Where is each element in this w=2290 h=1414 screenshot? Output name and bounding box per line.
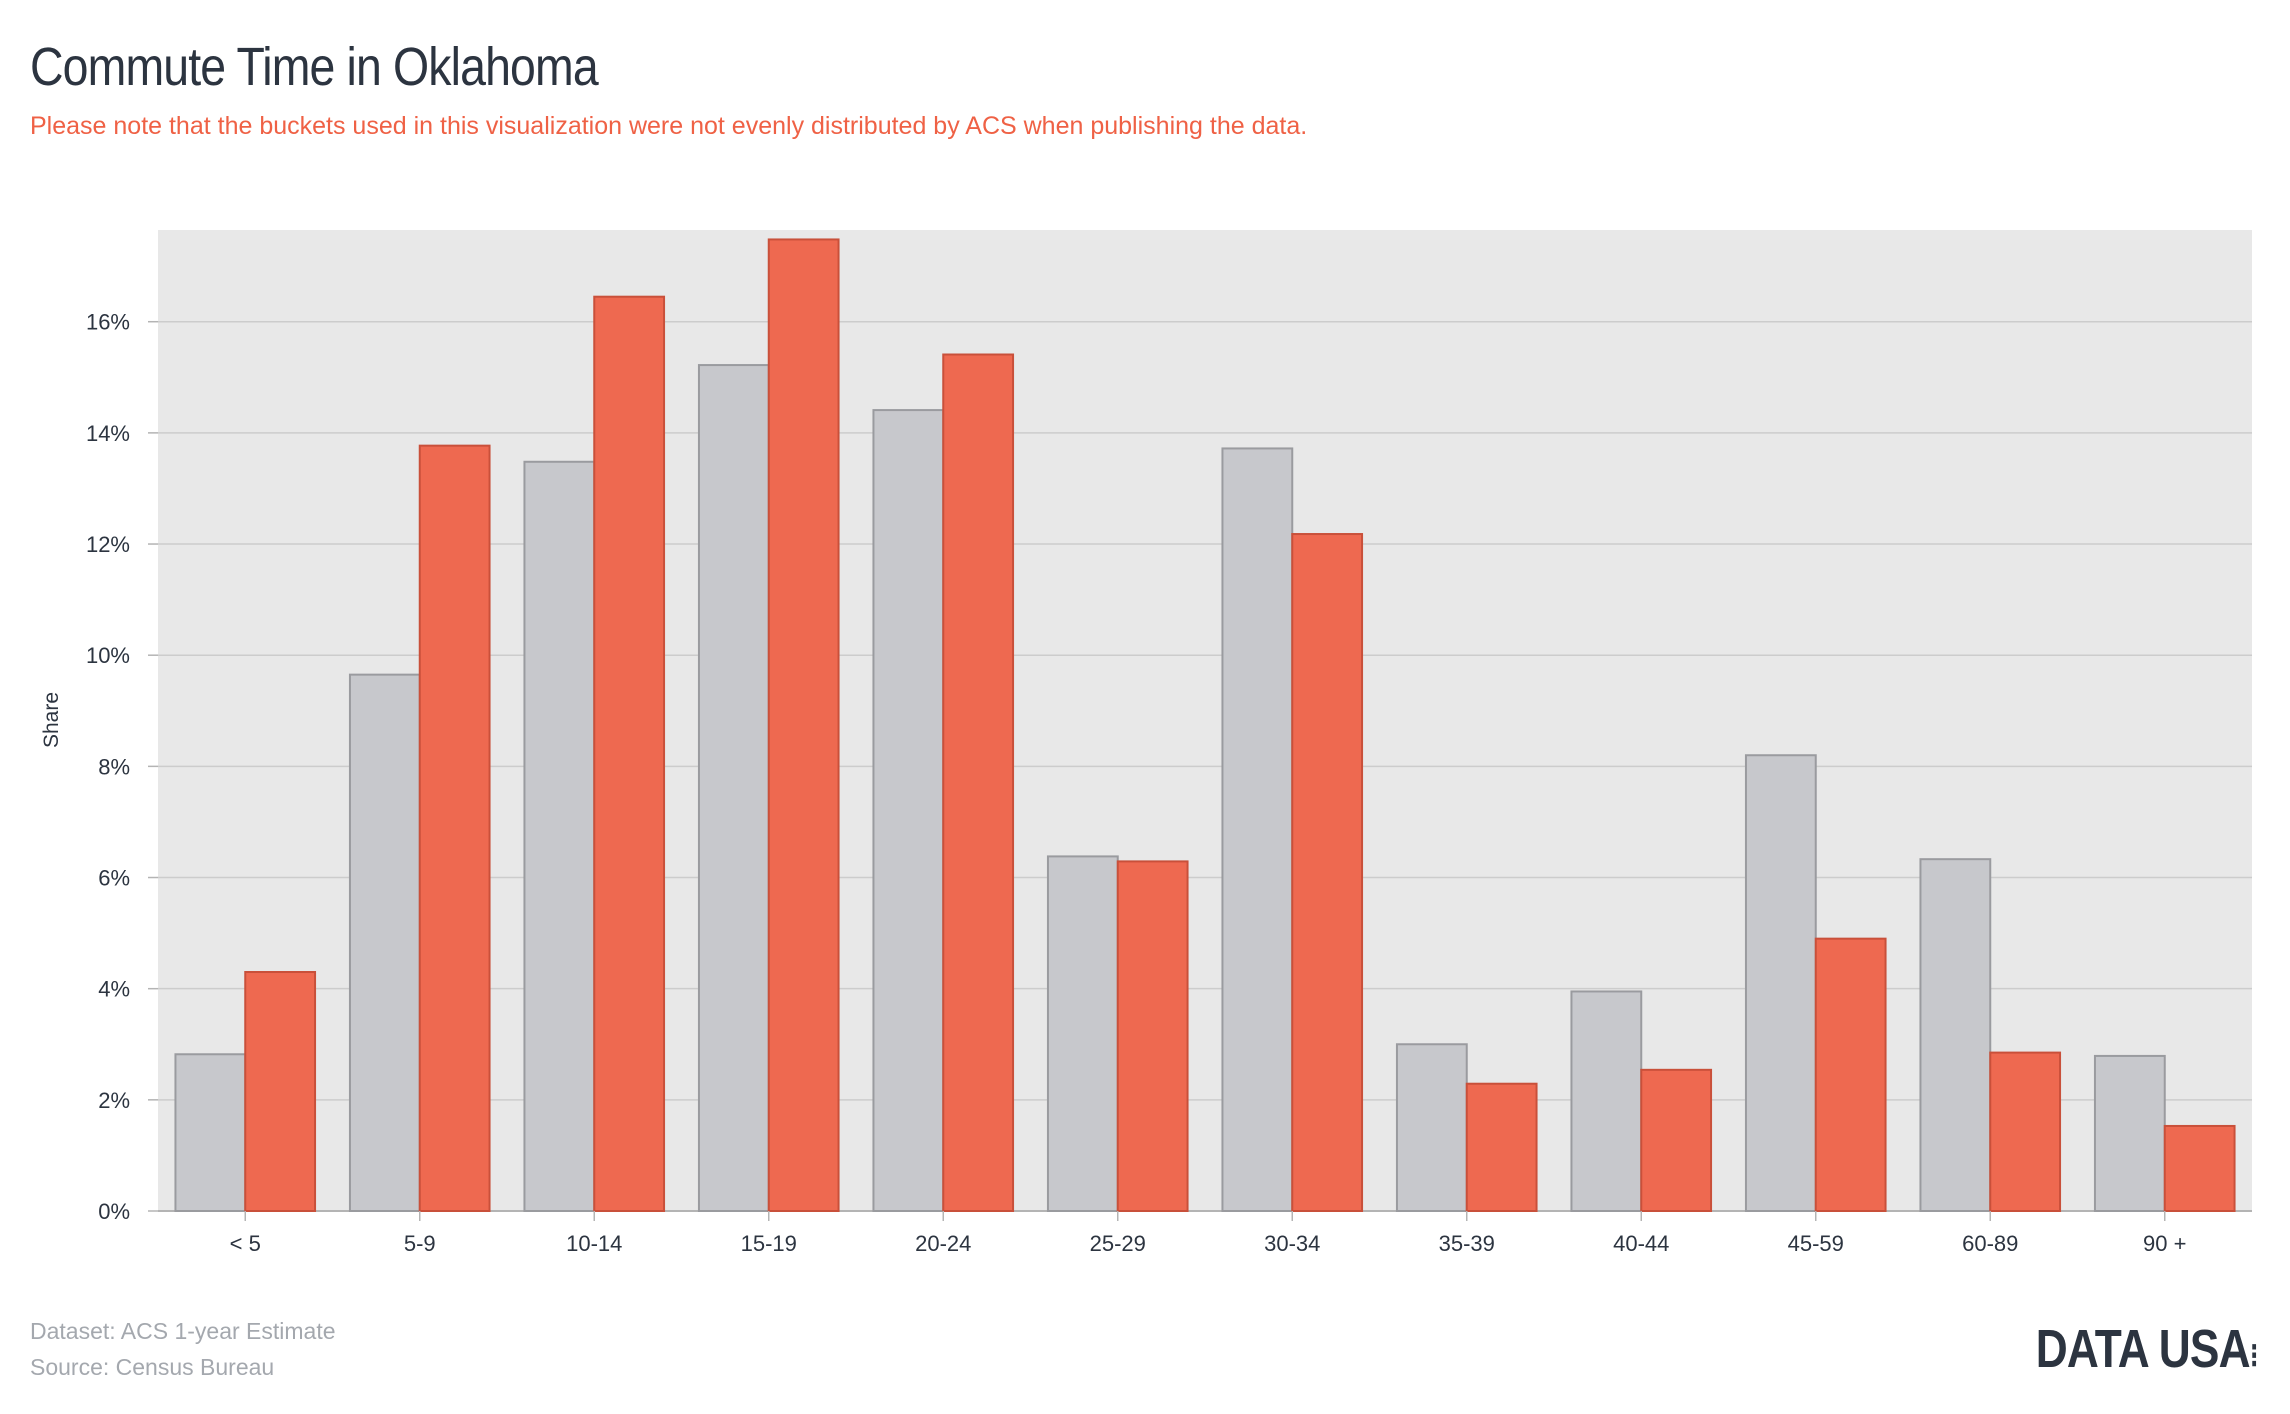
y-tick-label: 8% (98, 754, 130, 779)
bar-series-red[interactable] (593, 295, 666, 1212)
bar-series-red[interactable] (767, 238, 840, 1212)
x-tick-label: 20-24 (915, 1231, 971, 1256)
bar-series-red[interactable] (244, 971, 317, 1212)
x-axis-ticks: < 5 5-9 10-14 15-19 20-24 25-29 30-34 35-39 40-4… (230, 1211, 2186, 1256)
x-tick-label: 30-34 (1264, 1231, 1320, 1256)
x-tick-label: 15-19 (741, 1231, 797, 1256)
x-tick-label: 35-39 (1439, 1231, 1495, 1256)
y-tick-label: 12% (86, 532, 130, 557)
y-tick-label: 4% (98, 977, 130, 1002)
y-tick-label: 14% (86, 421, 130, 446)
bars (174, 238, 2236, 1213)
x-tick-label: 25-29 (1090, 1231, 1146, 1256)
gridlines (158, 320, 2252, 1212)
footer-source: Source: Census Bureau (30, 1354, 275, 1380)
bar-series-gray[interactable] (2093, 1054, 2166, 1212)
bar-series-gray[interactable] (1744, 754, 1817, 1213)
bar-series-gray[interactable] (697, 364, 770, 1212)
data-usa-logo[interactable]: DATA USA⁝ (2035, 1318, 2259, 1380)
y-axis-ticks: 0% 2% 4% 6% 8% 10% 12% 14% 16% (86, 310, 158, 1224)
bar-series-gray[interactable] (1221, 447, 1294, 1212)
logo-text: DATA USA (2035, 1319, 2251, 1379)
y-tick-label: 10% (86, 643, 130, 668)
y-tick-label: 16% (86, 310, 130, 335)
chart-subtitle: Please note that the buckets used in thi… (30, 112, 1308, 140)
x-tick-label: 10-14 (566, 1231, 622, 1256)
bar-series-gray[interactable] (348, 673, 421, 1212)
bar-series-red[interactable] (418, 444, 491, 1212)
bar-series-red[interactable] (1814, 937, 1887, 1213)
bar-series-gray[interactable] (872, 409, 945, 1212)
y-tick-label: 2% (98, 1088, 130, 1113)
bar-series-red[interactable] (1989, 1051, 2062, 1212)
y-tick-label: 6% (98, 866, 130, 891)
bar-series-red[interactable] (1291, 533, 1364, 1212)
x-tick-label: 40-44 (1613, 1231, 1669, 1256)
bar-series-gray[interactable] (174, 1053, 247, 1212)
y-axis-label: Share (40, 692, 63, 748)
bar-series-gray[interactable] (1395, 1043, 1468, 1213)
bar-series-red[interactable] (942, 353, 1015, 1212)
bar-series-red[interactable] (1465, 1082, 1538, 1212)
bar-series-gray[interactable] (1570, 990, 1643, 1213)
bar-series-red[interactable] (1116, 860, 1189, 1212)
x-tick-label: < 5 (230, 1231, 261, 1256)
bar-series-red[interactable] (2163, 1124, 2236, 1212)
bar-series-red[interactable] (1640, 1068, 1713, 1213)
logo-dots-icon: ⁝ (2249, 1337, 2259, 1375)
x-tick-label: 60-89 (1962, 1231, 2018, 1256)
y-tick-label: 0% (98, 1199, 130, 1224)
bar-series-gray[interactable] (1046, 855, 1119, 1212)
x-tick-label: 5-9 (404, 1231, 436, 1256)
chart-title: Commute Time in Oklahoma (30, 37, 599, 97)
bar-series-gray[interactable] (523, 460, 596, 1212)
bar-series-gray[interactable] (1919, 858, 1992, 1212)
plot-background (158, 230, 2252, 1211)
x-tick-label: 45-59 (1788, 1231, 1844, 1256)
footer-dataset: Dataset: ACS 1-year Estimate (30, 1318, 336, 1344)
x-tick-label: 90 + (2143, 1231, 2186, 1256)
